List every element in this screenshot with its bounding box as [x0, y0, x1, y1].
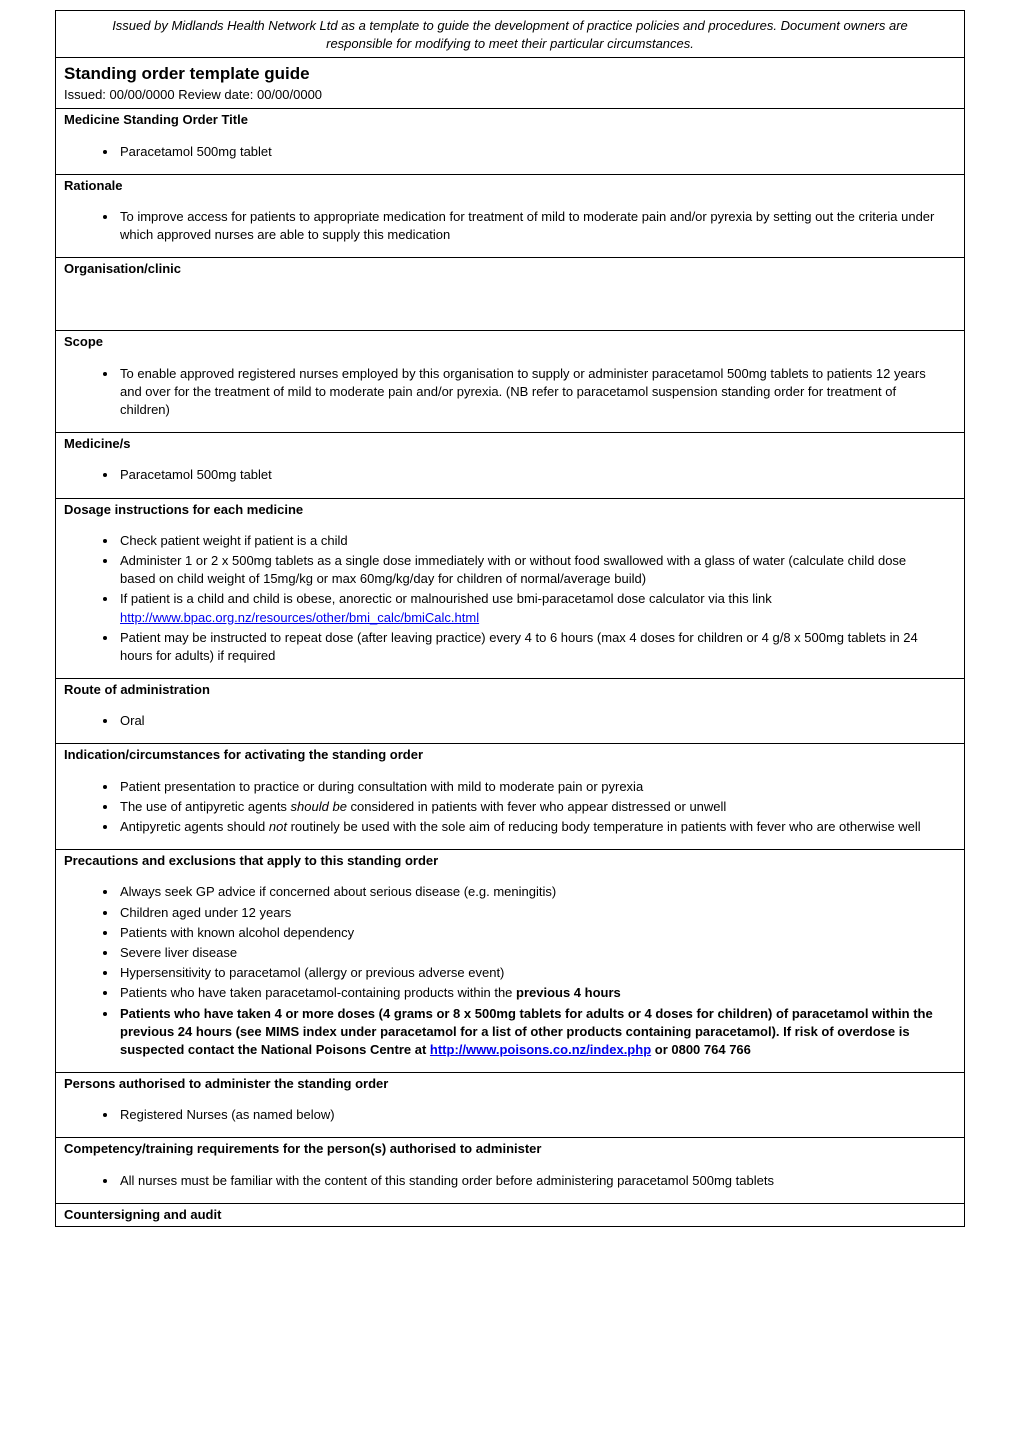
list-item: Paracetamol 500mg tablet — [118, 465, 954, 485]
list-item: To improve access for patients to approp… — [118, 207, 954, 245]
section-countersigning: Countersigning and audit — [56, 1203, 964, 1226]
list-item: Oral — [118, 711, 954, 731]
list-item: Always seek GP advice if concerned about… — [118, 882, 954, 902]
list-item: Patient may be instructed to repeat dose… — [118, 628, 954, 666]
bmi-calc-link[interactable]: http://www.bpac.org.nz/resources/other/b… — [120, 610, 479, 625]
text: should be — [291, 799, 347, 814]
title-block: Standing order template guide Issued: 00… — [56, 57, 964, 108]
section-header: Dosage instructions for each medicine — [56, 499, 964, 521]
list-item: Patient presentation to practice or duri… — [118, 777, 954, 797]
section-header: Persons authorised to administer the sta… — [56, 1073, 964, 1095]
section-header: Rationale — [56, 175, 964, 197]
list-item: Patients with known alcohol dependency — [118, 923, 954, 943]
list-item: Check patient weight if patient is a chi… — [118, 531, 954, 551]
text: considered in patients with fever who ap… — [347, 799, 726, 814]
section-rationale: Rationale To improve access for patients… — [56, 174, 964, 258]
document-page: Issued by Midlands Health Network Ltd as… — [55, 10, 965, 1227]
document-title: Standing order template guide — [64, 62, 956, 86]
list-item: The use of antipyretic agents should be … — [118, 797, 954, 817]
section-header: Medicine Standing Order Title — [56, 109, 964, 131]
section-header: Indication/circumstances for activating … — [56, 744, 964, 766]
disclaimer-text: Issued by Midlands Health Network Ltd as… — [56, 11, 964, 57]
section-scope: Scope To enable approved registered nurs… — [56, 330, 964, 432]
section-header: Competency/training requirements for the… — [56, 1138, 964, 1160]
text: Patients who have taken paracetamol-cont… — [120, 985, 516, 1000]
text: If patient is a child and child is obese… — [120, 591, 772, 606]
list-item: Children aged under 12 years — [118, 903, 954, 923]
list-item: To enable approved registered nurses emp… — [118, 364, 954, 421]
section-indication: Indication/circumstances for activating … — [56, 743, 964, 849]
section-header: Medicine/s — [56, 433, 964, 455]
section-dosage: Dosage instructions for each medicine Ch… — [56, 498, 964, 679]
section-medicines: Medicine/s Paracetamol 500mg tablet — [56, 432, 964, 497]
text: routinely be used with the sole aim of r… — [287, 819, 921, 834]
list-item: If patient is a child and child is obese… — [118, 589, 954, 627]
text: or 0800 764 766 — [651, 1042, 751, 1057]
section-header: Route of administration — [56, 679, 964, 701]
list-item: Antipyretic agents should not routinely … — [118, 817, 954, 837]
section-header: Organisation/clinic — [56, 258, 964, 280]
text: The use of antipyretic agents — [120, 799, 291, 814]
section-organisation: Organisation/clinic — [56, 257, 964, 330]
poisons-link[interactable]: http://www.poisons.co.nz/index.php — [430, 1042, 651, 1057]
section-persons: Persons authorised to administer the sta… — [56, 1072, 964, 1137]
list-item: Administer 1 or 2 x 500mg tablets as a s… — [118, 551, 954, 589]
section-route: Route of administration Oral — [56, 678, 964, 743]
list-item: All nurses must be familiar with the con… — [118, 1171, 954, 1191]
section-header: Precautions and exclusions that apply to… — [56, 850, 964, 872]
text: not — [269, 819, 287, 834]
issued-line: Issued: 00/00/0000 Review date: 00/00/00… — [64, 86, 956, 104]
list-item: Hypersensitivity to paracetamol (allergy… — [118, 963, 954, 983]
section-header: Scope — [56, 331, 964, 353]
section-competency: Competency/training requirements for the… — [56, 1137, 964, 1202]
list-item: Patients who have taken 4 or more doses … — [118, 1004, 954, 1061]
section-medicine-title: Medicine Standing Order Title Paracetamo… — [56, 108, 964, 173]
list-item: Registered Nurses (as named below) — [118, 1105, 954, 1125]
list-item: Paracetamol 500mg tablet — [118, 142, 954, 162]
list-item: Patients who have taken paracetamol-cont… — [118, 983, 954, 1003]
list-item: Severe liver disease — [118, 943, 954, 963]
text: Antipyretic agents should — [120, 819, 269, 834]
text: previous 4 hours — [516, 985, 621, 1000]
section-precautions: Precautions and exclusions that apply to… — [56, 849, 964, 1072]
section-header: Countersigning and audit — [56, 1204, 964, 1226]
